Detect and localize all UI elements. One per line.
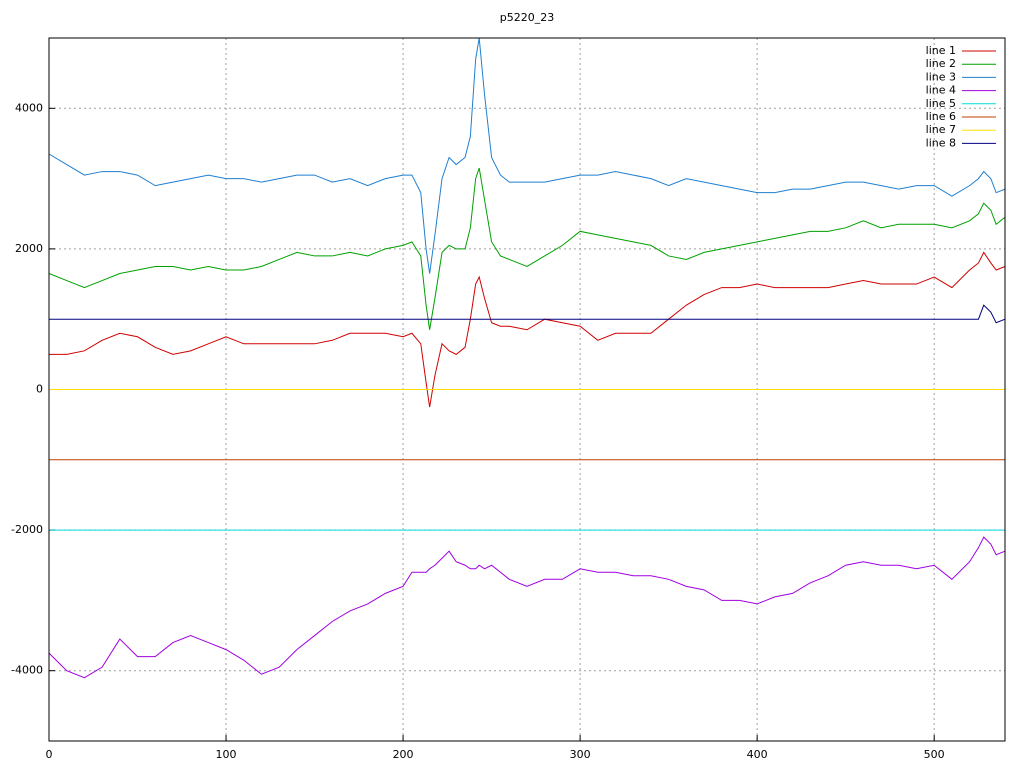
legend-label: line 2 [926,57,956,70]
legend-label: line 5 [926,97,956,110]
x-tick-label: 0 [46,748,53,761]
legend-label: line 7 [926,123,956,136]
data-line [49,251,1006,408]
legend-label: line 6 [926,110,956,123]
legend-label: line 1 [926,44,956,57]
data-line [48,37,1006,274]
data-line [48,536,1006,679]
legend-label: line 3 [926,70,956,83]
y-tick-label: 2000 [15,242,43,255]
legend-label: line 8 [926,136,956,149]
data-line [48,167,1006,330]
plot-border [48,37,1006,742]
legend-label: line 4 [926,84,956,97]
y-tick-label: 4000 [15,101,43,114]
x-tick-label: 400 [747,748,768,761]
y-tick-label: -2000 [11,523,43,536]
x-tick-label: 200 [393,748,414,761]
y-tick-label: -4000 [11,664,43,677]
x-tick-label: 100 [216,748,237,761]
x-tick-label: 500 [924,748,945,761]
x-tick-label: 300 [570,748,591,761]
y-tick-label: 0 [36,383,43,396]
data-line [49,304,1006,324]
chart-title: p5220_23 [500,11,554,24]
